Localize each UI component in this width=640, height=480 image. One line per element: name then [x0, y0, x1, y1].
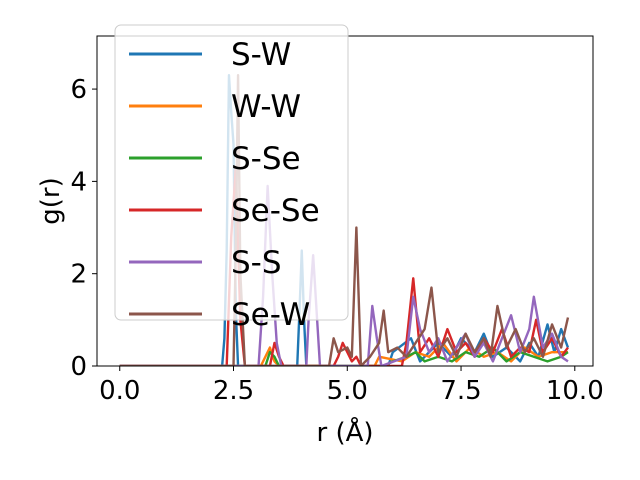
legend-label: Se-Se — [231, 193, 320, 229]
x-tick-label: 10.0 — [546, 376, 604, 406]
x-axis-label: r (Å) — [316, 416, 373, 448]
x-tick-label: 2.5 — [213, 376, 254, 406]
y-tick-label: 4 — [70, 167, 87, 197]
y-tick-label: 6 — [70, 75, 87, 105]
legend-label: S-W — [231, 37, 291, 73]
legend-box — [114, 24, 349, 321]
x-tick-label: 7.5 — [440, 376, 481, 406]
legend-label: S-S — [231, 245, 282, 281]
legend: S-W W-W S-Se Se-Se S-S Se-W — [114, 24, 349, 333]
x-tick-label: 5.0 — [327, 376, 368, 406]
series-line-s-s — [119, 184, 569, 366]
x-tick-label: 0.0 — [99, 376, 140, 406]
y-tick-label: 2 — [70, 260, 87, 290]
y-axis-label: g(r) — [36, 177, 66, 224]
series-line-se-w — [119, 74, 570, 366]
legend-label: S-Se — [231, 141, 301, 177]
legend-label: Se-W — [231, 297, 310, 333]
y-tick-label: 0 — [70, 352, 87, 382]
x-axis: 0.0 2.5 5.0 7.5 10.0 — [99, 366, 604, 406]
legend-label: W-W — [231, 89, 301, 125]
y-axis: 0 2 4 6 — [70, 75, 97, 382]
